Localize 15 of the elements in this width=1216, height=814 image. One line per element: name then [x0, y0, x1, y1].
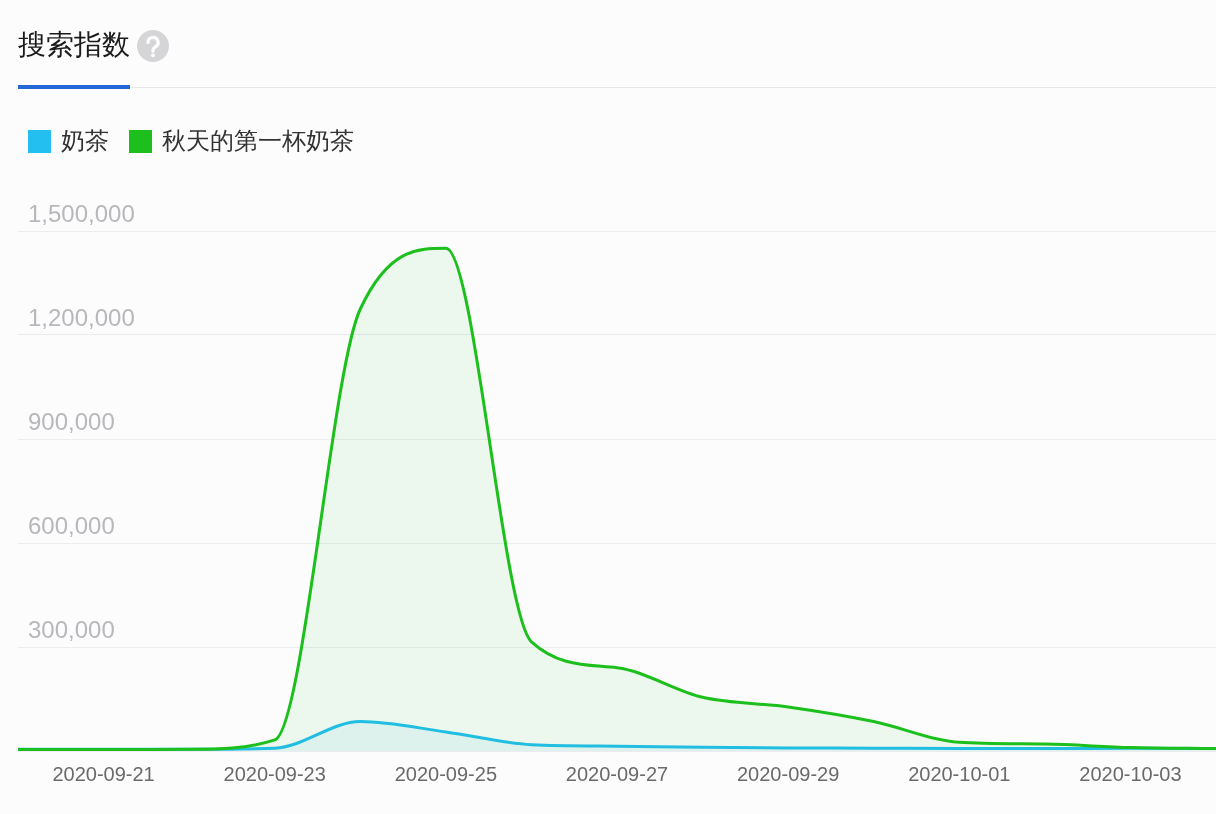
x-tick-label: 2020-09-25	[394, 762, 498, 785]
y-tick-label: 1,200,000	[28, 303, 135, 331]
y-tick-label: 300,000	[28, 615, 115, 643]
x-tick-label: 2020-09-23	[223, 762, 326, 785]
y-tick-label: 1,500,000	[28, 199, 135, 227]
x-tick-label: 2020-09-21	[52, 762, 155, 785]
legend-label: 奶茶	[61, 127, 109, 155]
x-tick-label: 2020-09-27	[565, 762, 669, 785]
x-tick-label: 2020-10-01	[908, 762, 1011, 785]
x-tick-label: 2020-09-29	[736, 762, 840, 785]
y-tick-label: 900,000	[28, 407, 115, 435]
legend-label: 秋天的第一杯奶茶	[162, 127, 354, 155]
chart-title: 搜索指数	[18, 28, 130, 62]
y-tick-label: 600,000	[28, 511, 115, 539]
x-tick-label: 2020-10-03	[1079, 762, 1182, 785]
